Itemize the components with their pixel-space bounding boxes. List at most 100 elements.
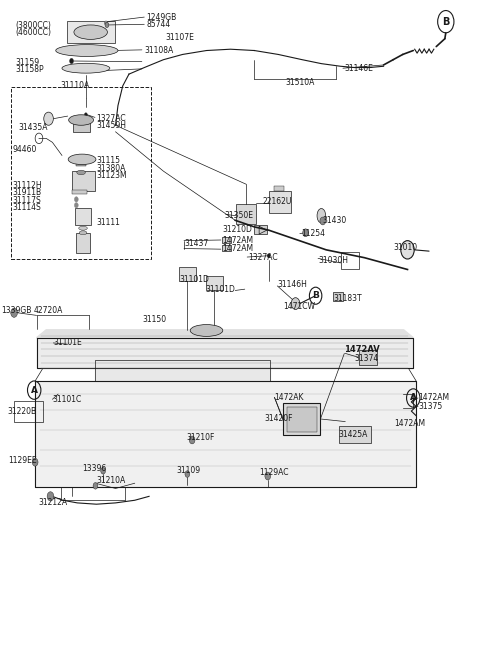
Circle shape	[11, 308, 17, 317]
Bar	[283, 403, 321, 435]
Text: 31158P: 31158P	[15, 65, 44, 74]
Circle shape	[105, 21, 108, 25]
Text: 31510A: 31510A	[286, 78, 315, 87]
Text: 31107E: 31107E	[166, 33, 195, 42]
Text: 31210D: 31210D	[223, 225, 252, 234]
Text: 31112H: 31112H	[12, 181, 42, 190]
Ellipse shape	[79, 231, 87, 235]
Text: 31111: 31111	[96, 217, 120, 227]
Text: 31110A: 31110A	[60, 81, 89, 90]
Text: 31459H: 31459H	[96, 121, 126, 130]
Text: 31101C: 31101C	[52, 395, 82, 404]
Text: 31123M: 31123M	[96, 171, 127, 180]
Text: 31108A: 31108A	[144, 46, 174, 55]
Text: 31146H: 31146H	[277, 280, 307, 289]
Bar	[14, 401, 43, 422]
Text: 31101D: 31101D	[205, 284, 235, 294]
Circle shape	[44, 112, 53, 125]
Text: 1327AC: 1327AC	[96, 114, 126, 123]
Text: 1472AK: 1472AK	[275, 394, 304, 403]
Ellipse shape	[190, 325, 223, 336]
Bar	[333, 292, 343, 301]
Bar	[340, 252, 359, 269]
Text: 31010: 31010	[393, 243, 417, 252]
Bar	[338, 426, 371, 443]
Text: 1471CW: 1471CW	[283, 302, 315, 311]
Text: 31101D: 31101D	[179, 275, 209, 284]
Text: 31150: 31150	[143, 315, 167, 324]
Text: 31212A: 31212A	[38, 499, 67, 507]
Polygon shape	[36, 330, 413, 338]
Ellipse shape	[74, 25, 108, 39]
Text: 1327AC: 1327AC	[249, 253, 278, 262]
Bar	[11, 87, 151, 259]
Text: 1472AM: 1472AM	[222, 236, 253, 245]
Text: A: A	[410, 394, 417, 403]
Text: 31425A: 31425A	[338, 430, 368, 440]
Text: 42720A: 42720A	[33, 306, 62, 315]
Text: 31420F: 31420F	[265, 415, 293, 424]
Text: 31380A: 31380A	[96, 164, 126, 173]
Text: 31101E: 31101E	[53, 338, 82, 348]
Circle shape	[265, 472, 271, 480]
Polygon shape	[259, 226, 267, 234]
Text: 1472AV: 1472AV	[344, 345, 380, 354]
Circle shape	[47, 491, 54, 501]
Ellipse shape	[77, 170, 85, 175]
Circle shape	[74, 202, 78, 208]
Bar	[75, 208, 91, 225]
Text: 31374: 31374	[354, 354, 378, 363]
Polygon shape	[96, 360, 270, 381]
Text: 13396: 13396	[82, 464, 106, 473]
Text: 31430: 31430	[323, 215, 347, 225]
Text: 1339GB: 1339GB	[1, 306, 32, 315]
Text: A: A	[31, 386, 38, 395]
Text: 31114S: 31114S	[12, 203, 41, 212]
Circle shape	[303, 229, 309, 237]
Circle shape	[267, 254, 270, 258]
Bar	[254, 225, 267, 234]
Text: 94460: 94460	[12, 145, 37, 154]
Text: (4600CC): (4600CC)	[15, 28, 51, 37]
Polygon shape	[35, 361, 416, 487]
Circle shape	[320, 217, 325, 225]
Ellipse shape	[317, 208, 325, 223]
Text: 31911B: 31911B	[12, 189, 42, 197]
Text: 1249GB: 1249GB	[147, 13, 177, 22]
Circle shape	[32, 459, 38, 466]
Circle shape	[401, 240, 414, 259]
Text: 31210F: 31210F	[186, 433, 215, 442]
Bar	[205, 276, 223, 290]
Bar	[73, 120, 90, 132]
Text: (3800CC): (3800CC)	[15, 21, 51, 30]
Text: 85744: 85744	[147, 20, 171, 30]
Text: 31159: 31159	[15, 58, 39, 67]
Text: B: B	[442, 16, 449, 27]
Text: 31210A: 31210A	[96, 476, 126, 485]
Polygon shape	[36, 338, 413, 368]
Bar	[72, 189, 87, 194]
Text: 31115: 31115	[96, 156, 120, 165]
Ellipse shape	[56, 45, 118, 57]
Circle shape	[84, 113, 87, 117]
Bar	[269, 191, 291, 213]
Text: 1472AM: 1472AM	[394, 419, 425, 428]
Bar	[287, 407, 317, 432]
Bar	[179, 267, 196, 281]
Text: 1129EE: 1129EE	[8, 456, 36, 464]
Text: 1129AC: 1129AC	[259, 468, 288, 476]
Circle shape	[189, 436, 195, 444]
Bar	[76, 233, 90, 253]
Text: 31109: 31109	[177, 466, 201, 474]
Circle shape	[291, 298, 300, 309]
Bar	[72, 171, 95, 191]
Bar	[359, 350, 377, 365]
Text: 31437: 31437	[184, 238, 208, 248]
Text: 31183T: 31183T	[333, 294, 362, 304]
Text: B: B	[312, 291, 319, 300]
Bar	[76, 162, 86, 166]
Bar	[236, 204, 256, 223]
Text: 1472AM: 1472AM	[418, 394, 449, 403]
Text: 22162U: 22162U	[263, 198, 292, 206]
Text: 31350E: 31350E	[225, 211, 254, 219]
